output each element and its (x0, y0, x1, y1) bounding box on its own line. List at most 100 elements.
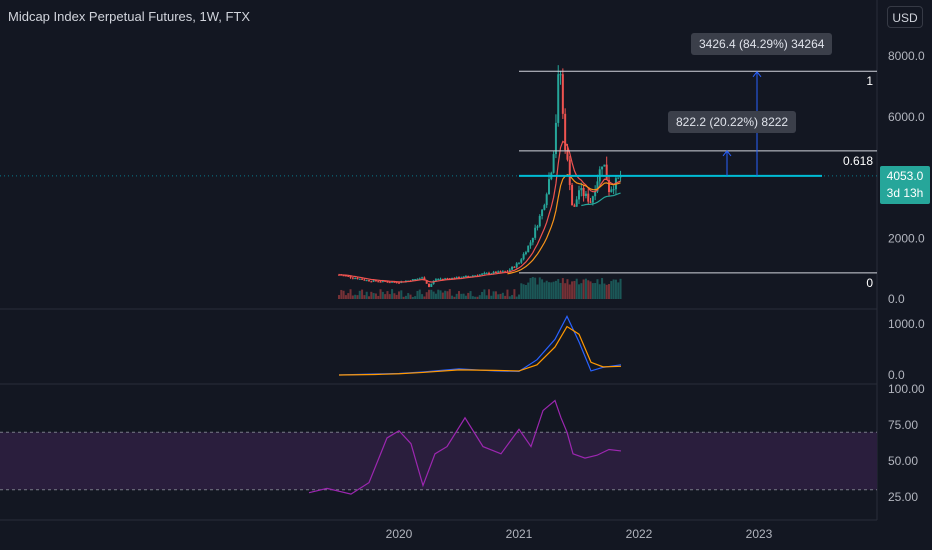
candle-body (374, 280, 377, 282)
candle-body (358, 278, 361, 280)
currency-button[interactable]: USD (887, 6, 923, 28)
volume-bar (437, 289, 440, 299)
volume-bar (467, 292, 470, 299)
osc-axis-tick: 0.0 (888, 368, 905, 382)
volume-bar (478, 295, 481, 299)
volume-bar (409, 294, 412, 299)
volume-bar (448, 289, 451, 299)
last-price-badge: 4053.0 3d 13h (880, 166, 930, 204)
candle-body (594, 191, 597, 197)
measure-arrowhead (722, 150, 732, 157)
candle-body (543, 205, 546, 210)
bar-countdown: 3d 13h (886, 186, 924, 200)
candle-body (538, 216, 541, 227)
volume-bar (421, 294, 424, 299)
price-axis-tick: 2000.0 (888, 231, 925, 245)
volume-bar (598, 284, 601, 299)
volume-bar (527, 282, 530, 299)
volume-bar (501, 292, 504, 299)
candle-body (483, 273, 486, 275)
volume-bar (370, 291, 373, 299)
candle-body (575, 199, 578, 207)
candle-body (368, 280, 370, 282)
candle-body (504, 271, 507, 273)
candle-body (518, 262, 520, 264)
volume-bar (379, 289, 382, 299)
volume-bar (522, 284, 525, 299)
volume-bar (483, 289, 486, 299)
volume-bar (398, 291, 400, 299)
price-axis-tick: 6000.0 (888, 110, 925, 124)
candle-body (584, 193, 587, 196)
volume-bar (460, 293, 463, 299)
volume-bar (393, 293, 396, 299)
volume-bar (524, 284, 527, 299)
candle-body (349, 276, 352, 278)
candle-body (446, 278, 449, 280)
fib-label: 0 (866, 276, 873, 290)
fib-label: 0.618 (843, 154, 873, 168)
candle-body (531, 237, 534, 243)
candle-body (580, 187, 583, 191)
candle-body (356, 278, 359, 280)
volume-bar (619, 278, 622, 299)
volume-bar (573, 281, 576, 299)
candle-body (370, 281, 373, 283)
volume-bar (446, 291, 449, 299)
volume-bar (481, 291, 484, 299)
rsi-band (0, 432, 877, 490)
volume-bar (349, 289, 352, 299)
fib-label: 1 (866, 74, 873, 88)
candle-body (418, 278, 421, 280)
volume-bar (534, 277, 537, 299)
volume-bar (492, 291, 495, 299)
volume-bar (520, 283, 523, 299)
price-axis-tick: 0.0 (888, 292, 905, 306)
volume-bar (361, 289, 364, 299)
candle-body (354, 278, 357, 280)
measure-arrowhead (752, 71, 762, 78)
candle-body (529, 242, 532, 246)
volume-bar (441, 292, 444, 299)
candle-body (372, 280, 375, 282)
volume-bar (568, 284, 571, 299)
volume-bar (444, 290, 447, 299)
candle-body (467, 275, 470, 277)
candle-body (430, 283, 433, 287)
volume-bar (504, 295, 507, 299)
volume-bar (571, 281, 574, 299)
volume-bar (391, 289, 394, 299)
measure-tooltip-big[interactable]: 3426.4 (84.29%) 34264 (691, 33, 833, 55)
volume-bar (423, 296, 426, 299)
volume-bar (550, 282, 553, 299)
volume-bar (404, 295, 407, 299)
candle-body (573, 205, 576, 207)
oscillator-pane (338, 315, 622, 376)
candle-body (610, 189, 613, 193)
candle-body (421, 277, 424, 279)
candle-body (605, 164, 608, 180)
volume-bar (400, 290, 403, 299)
candle-body (478, 274, 481, 276)
volume-bar (363, 295, 366, 299)
candle-body (365, 280, 368, 282)
macd-line (338, 315, 622, 376)
rsi-axis-tick: 50.00 (888, 454, 918, 468)
candle-body (384, 280, 387, 282)
candle-body (499, 271, 502, 273)
volume-bar (377, 295, 380, 299)
candle-body (534, 227, 537, 238)
candle-body (462, 276, 465, 278)
volume-bar (608, 284, 610, 299)
candle-body (453, 277, 456, 279)
volume-bar (386, 291, 389, 299)
volume-bar (358, 290, 361, 299)
candle-body (554, 122, 557, 155)
measure-tooltip-small[interactable]: 822.2 (20.22%) 8222 (668, 111, 797, 133)
volume-bar (557, 279, 560, 299)
volume-bar (594, 283, 597, 299)
volume-bar (529, 278, 532, 299)
candle-body (536, 226, 539, 228)
candle-body (411, 279, 414, 281)
